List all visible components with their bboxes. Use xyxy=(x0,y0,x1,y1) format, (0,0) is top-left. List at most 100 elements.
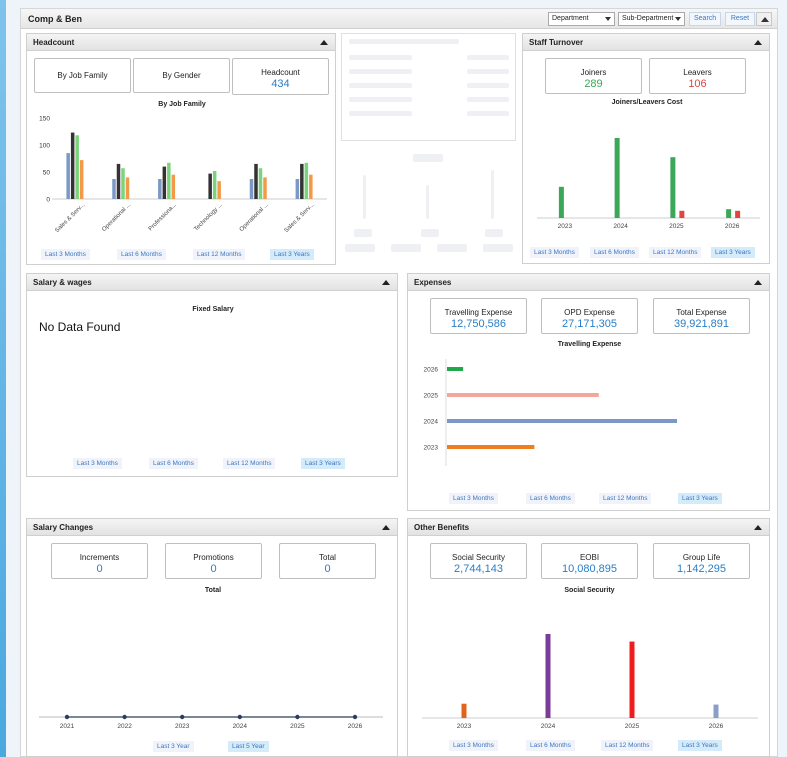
collapse-up-icon[interactable] xyxy=(320,40,328,45)
range-last-12-months[interactable]: Last 12 Months xyxy=(223,458,276,469)
kpi-value: 27,171,305 xyxy=(561,318,618,330)
travelling-expense-kpi[interactable]: Travelling Expense 12,750,586 xyxy=(430,298,527,334)
bar xyxy=(726,209,732,218)
promotions-kpi[interactable]: Promotions 0 xyxy=(165,543,262,579)
y-tick-label: 0 xyxy=(46,197,50,204)
bar xyxy=(112,179,116,199)
kpi-label: Joiners xyxy=(580,68,607,77)
bar xyxy=(116,163,121,199)
range-last-3-years[interactable]: Last 3 Years xyxy=(711,247,755,258)
tab-by-gender[interactable]: By Gender xyxy=(133,58,230,93)
joiners-kpi[interactable]: Joiners 289 xyxy=(545,58,642,94)
kpi-value: 1,142,295 xyxy=(677,563,726,575)
range-last-5-year[interactable]: Last 5 Year xyxy=(228,741,269,752)
total-expense-kpi[interactable]: Total Expense 39,921,891 xyxy=(653,298,750,334)
y-tick-label: 150 xyxy=(39,116,50,123)
placeholder-line xyxy=(413,154,443,162)
panel-title: Staff Turnover xyxy=(529,38,584,47)
bar xyxy=(295,179,300,199)
chart-title: Fixed Salary xyxy=(192,306,234,313)
chart-title: By Job Family xyxy=(158,101,206,108)
collapse-up-icon xyxy=(761,17,769,22)
collapse-up-icon[interactable] xyxy=(754,525,762,530)
kpi-value: 289 xyxy=(584,78,603,90)
left-accent-strip xyxy=(0,0,6,757)
leavers-kpi[interactable]: Leavers 106 xyxy=(649,58,746,94)
range-last-3-year[interactable]: Last 3 Year xyxy=(153,741,194,752)
panel-title: Salary & wages xyxy=(33,278,92,287)
range-last-3-months[interactable]: Last 3 Months xyxy=(73,458,122,469)
placeholder-bar xyxy=(363,175,366,219)
bar xyxy=(249,179,254,199)
social-security-chart: 2023 2024 2025 2026 xyxy=(422,634,758,730)
collapse-all-button[interactable] xyxy=(756,12,772,26)
placeholder-line xyxy=(485,229,503,237)
collapse-up-icon[interactable] xyxy=(382,280,390,285)
x-tick-label: 2025 xyxy=(669,223,684,230)
kpi-value: 0 xyxy=(210,563,217,575)
range-last-12-months[interactable]: Last 12 Months xyxy=(649,247,702,258)
x-tick-label: 2023 xyxy=(175,723,190,730)
x-tick-label: Sales & Serv... xyxy=(54,202,86,234)
bar xyxy=(309,174,313,199)
data-point xyxy=(180,714,185,720)
x-tick-label: 2021 xyxy=(60,723,75,730)
increments-kpi[interactable]: Increments 0 xyxy=(51,543,148,579)
total-changes-kpi[interactable]: Total 0 xyxy=(279,543,376,579)
tab-label: By Job Family xyxy=(57,71,108,80)
range-last-3-months[interactable]: Last 3 Months xyxy=(41,249,90,260)
range-last-3-months[interactable]: Last 3 Months xyxy=(449,740,498,751)
group-life-kpi[interactable]: Group Life 1,142,295 xyxy=(653,543,750,579)
range-last-12-months[interactable]: Last 12 Months xyxy=(601,740,654,751)
range-last-3-months[interactable]: Last 3 Months xyxy=(449,493,498,504)
placeholder-table xyxy=(341,33,516,141)
panel-title: Salary Changes xyxy=(33,523,94,532)
kpi-label: Promotions xyxy=(193,553,234,562)
range-last-6-months[interactable]: Last 6 Months xyxy=(117,249,166,260)
social-security-kpi[interactable]: Social Security 2,744,143 xyxy=(430,543,527,579)
range-last-6-months[interactable]: Last 6 Months xyxy=(149,458,198,469)
bar xyxy=(258,168,263,199)
bar xyxy=(208,173,212,199)
bar xyxy=(212,170,217,199)
placeholder-line xyxy=(345,244,375,252)
x-tick-label: 2022 xyxy=(117,723,132,730)
panel-header: Expenses xyxy=(408,274,769,291)
loading-placeholder xyxy=(341,33,517,265)
bar xyxy=(629,641,635,718)
x-tick-label: 2024 xyxy=(541,723,556,730)
bar xyxy=(300,163,304,199)
kpi-value: 434 xyxy=(271,78,290,90)
collapse-up-icon[interactable] xyxy=(382,525,390,530)
reset-button[interactable]: Reset xyxy=(725,12,755,26)
bar xyxy=(125,177,130,199)
tab-by-job-family[interactable]: By Job Family xyxy=(34,58,131,93)
range-last-3-months[interactable]: Last 3 Months xyxy=(530,247,579,258)
range-last-12-months[interactable]: Last 12 Months xyxy=(599,493,652,504)
range-last-6-months[interactable]: Last 6 Months xyxy=(526,493,575,504)
placeholder-line xyxy=(349,97,412,102)
eobi-kpi[interactable]: EOBI 10,080,895 xyxy=(541,543,638,579)
collapse-up-icon[interactable] xyxy=(754,280,762,285)
bar xyxy=(254,163,258,199)
range-last-12-months[interactable]: Last 12 Months xyxy=(193,249,246,260)
placeholder-line xyxy=(467,55,509,60)
range-last-6-months[interactable]: Last 6 Months xyxy=(526,740,575,751)
subdepartment-select[interactable]: Sub-Department xyxy=(618,12,685,26)
range-last-3-years[interactable]: Last 3 Years xyxy=(270,249,314,260)
kpi-label: Leavers xyxy=(683,68,712,77)
search-button[interactable]: Search xyxy=(689,12,721,26)
department-select[interactable]: Department xyxy=(548,12,615,26)
opd-expense-kpi[interactable]: OPD Expense 27,171,305 xyxy=(541,298,638,334)
headcount-panel: Headcount By Job Family By Gender Headco… xyxy=(26,33,336,265)
range-last-3-years[interactable]: Last 3 Years xyxy=(678,740,722,751)
headcount-kpi[interactable]: Headcount 434 xyxy=(232,58,329,95)
x-tick-label: Operational ... xyxy=(101,202,132,233)
range-last-3-years[interactable]: Last 3 Years xyxy=(678,493,722,504)
panel-title: Headcount xyxy=(33,38,75,47)
collapse-up-icon[interactable] xyxy=(754,40,762,45)
kpi-value: 2,744,143 xyxy=(454,563,503,575)
kpi-label: Travelling Expense xyxy=(444,308,513,317)
range-last-3-years[interactable]: Last 3 Years xyxy=(301,458,345,469)
range-last-6-months[interactable]: Last 6 Months xyxy=(590,247,639,258)
